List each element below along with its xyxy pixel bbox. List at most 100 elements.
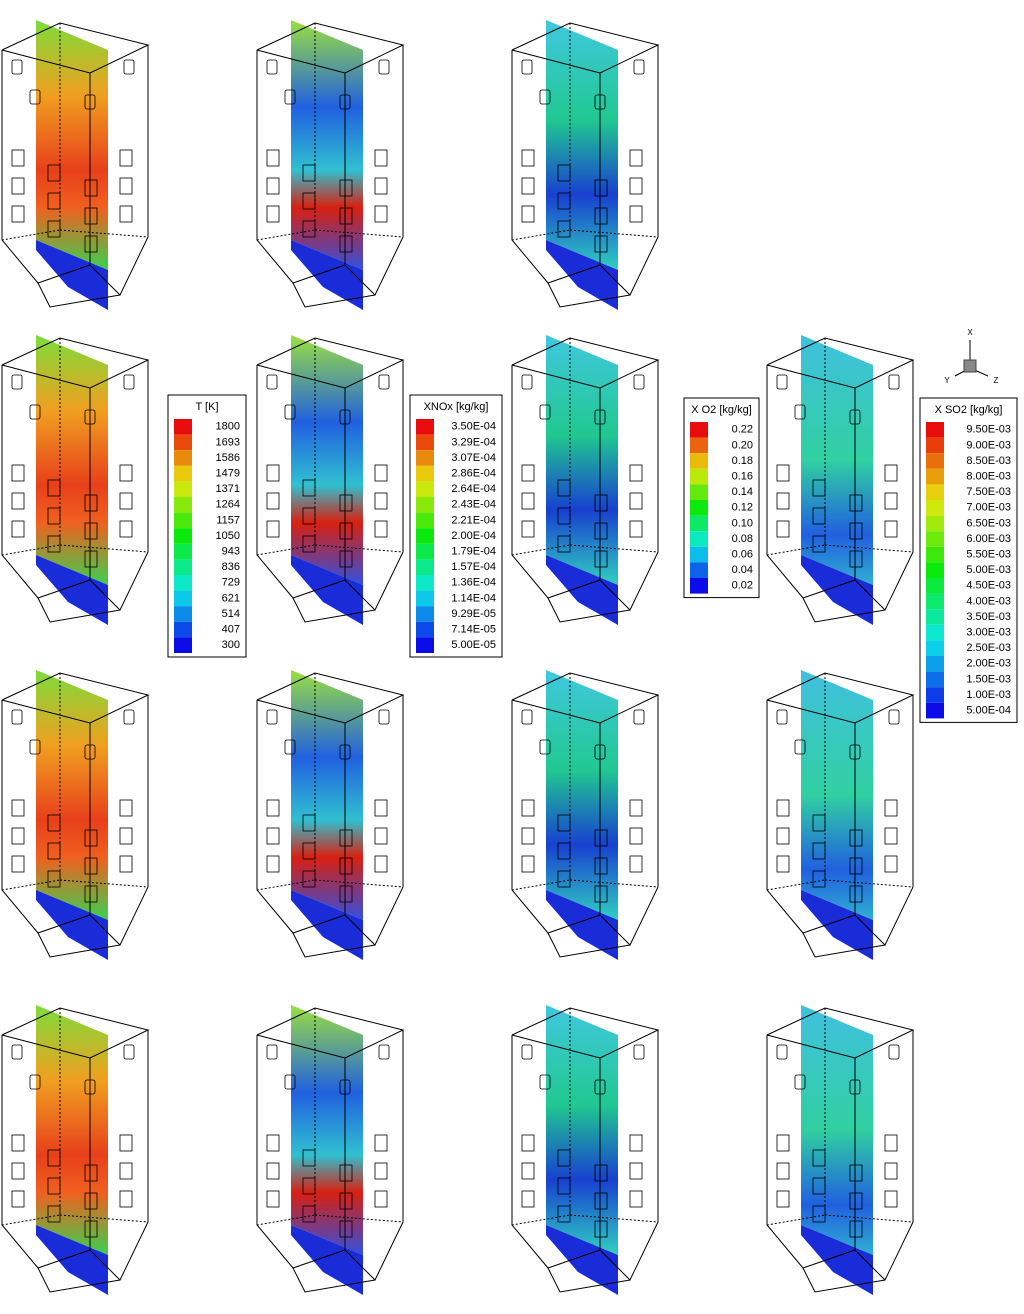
outline <box>256 673 316 891</box>
burner <box>557 1205 571 1223</box>
burner <box>339 1192 353 1210</box>
legend-level: 4.50E-03 <box>966 580 1011 592</box>
outline <box>569 879 659 888</box>
outline <box>824 879 914 888</box>
port <box>123 374 135 390</box>
outline <box>569 1214 659 1223</box>
burner <box>339 1164 353 1182</box>
burner <box>374 520 388 538</box>
outline <box>1 673 61 891</box>
outline <box>314 1214 404 1223</box>
outline <box>766 1008 826 1226</box>
port <box>633 374 645 390</box>
hopper-plane <box>36 1225 108 1295</box>
legend-title: X SO2 [kg/kg] <box>935 404 1003 416</box>
legend-swatch <box>690 437 708 454</box>
outline <box>59 229 149 238</box>
legend-swatch <box>926 484 944 500</box>
burner <box>594 550 608 568</box>
port <box>633 59 645 75</box>
burner <box>776 827 790 845</box>
burner <box>11 149 25 167</box>
burner <box>302 870 316 888</box>
legend-level: 8.50E-03 <box>966 455 1011 467</box>
port <box>776 709 788 725</box>
port <box>849 409 861 425</box>
burner <box>629 799 643 817</box>
legend-level: 3.00E-03 <box>966 627 1011 639</box>
legend-swatch <box>416 450 434 466</box>
port <box>29 404 41 420</box>
burner <box>521 464 535 482</box>
outline <box>824 544 914 553</box>
outline <box>37 932 121 958</box>
legend-swatch <box>926 624 944 641</box>
hopper-plane <box>801 890 873 960</box>
burner <box>374 149 388 167</box>
legend-level: 2.86E-04 <box>451 468 496 480</box>
burner <box>884 1134 898 1152</box>
port <box>11 709 23 725</box>
burner <box>374 827 388 845</box>
port <box>29 739 41 755</box>
furnace <box>766 1005 915 1295</box>
burner <box>884 520 898 538</box>
burner <box>849 1192 863 1210</box>
burner <box>521 1190 535 1208</box>
burner <box>374 1134 388 1152</box>
color-legend: XNOx [kg/kg] 3.50E-04 3.29E-04 3.07E-04 2.86… <box>409 394 503 658</box>
port <box>888 709 900 725</box>
port <box>123 59 135 75</box>
burner <box>302 479 316 497</box>
burner <box>374 799 388 817</box>
outline <box>569 544 659 553</box>
burner <box>812 842 826 860</box>
burner <box>266 1134 280 1152</box>
burner <box>521 177 535 195</box>
outline <box>511 1008 571 1226</box>
burner <box>339 235 353 253</box>
burner <box>84 550 98 568</box>
outline <box>344 45 404 296</box>
hopper-plane <box>36 890 108 960</box>
burner <box>629 205 643 223</box>
burner <box>521 1134 535 1152</box>
legend-swatch <box>690 484 708 500</box>
furnace <box>256 1005 405 1295</box>
outline <box>59 1214 149 1223</box>
port <box>594 94 606 110</box>
burner <box>84 857 98 875</box>
burner <box>266 205 280 223</box>
burner <box>557 535 571 553</box>
outline <box>599 695 659 946</box>
outline <box>569 229 659 238</box>
hopper-plane <box>546 890 618 960</box>
outline <box>547 932 631 958</box>
burner <box>47 1149 61 1167</box>
legend-swatch <box>926 531 944 547</box>
legend-level: 4.00E-03 <box>966 595 1011 607</box>
hopper-plane <box>291 240 363 310</box>
burner <box>557 1177 571 1195</box>
burner <box>11 177 25 195</box>
legend-swatch <box>926 562 944 578</box>
outline <box>292 1267 376 1293</box>
burner <box>776 855 790 873</box>
legend-level: 1.00E-03 <box>966 689 1011 701</box>
burner <box>884 492 898 510</box>
outline <box>547 597 631 623</box>
burner <box>302 1177 316 1195</box>
port <box>284 404 296 420</box>
port <box>266 59 278 75</box>
port <box>266 1044 278 1060</box>
burner <box>47 842 61 860</box>
burner <box>302 1149 316 1167</box>
burner <box>47 1177 61 1195</box>
color-legend: X O2 [kg/kg] 0.22 0.20 0.18 0.16 0.14 0.12 0.10… <box>683 397 760 599</box>
burner <box>11 205 25 223</box>
burner <box>521 855 535 873</box>
burner <box>11 464 25 482</box>
burner <box>594 179 608 197</box>
legend-swatch <box>926 687 944 703</box>
furnace <box>256 670 405 960</box>
